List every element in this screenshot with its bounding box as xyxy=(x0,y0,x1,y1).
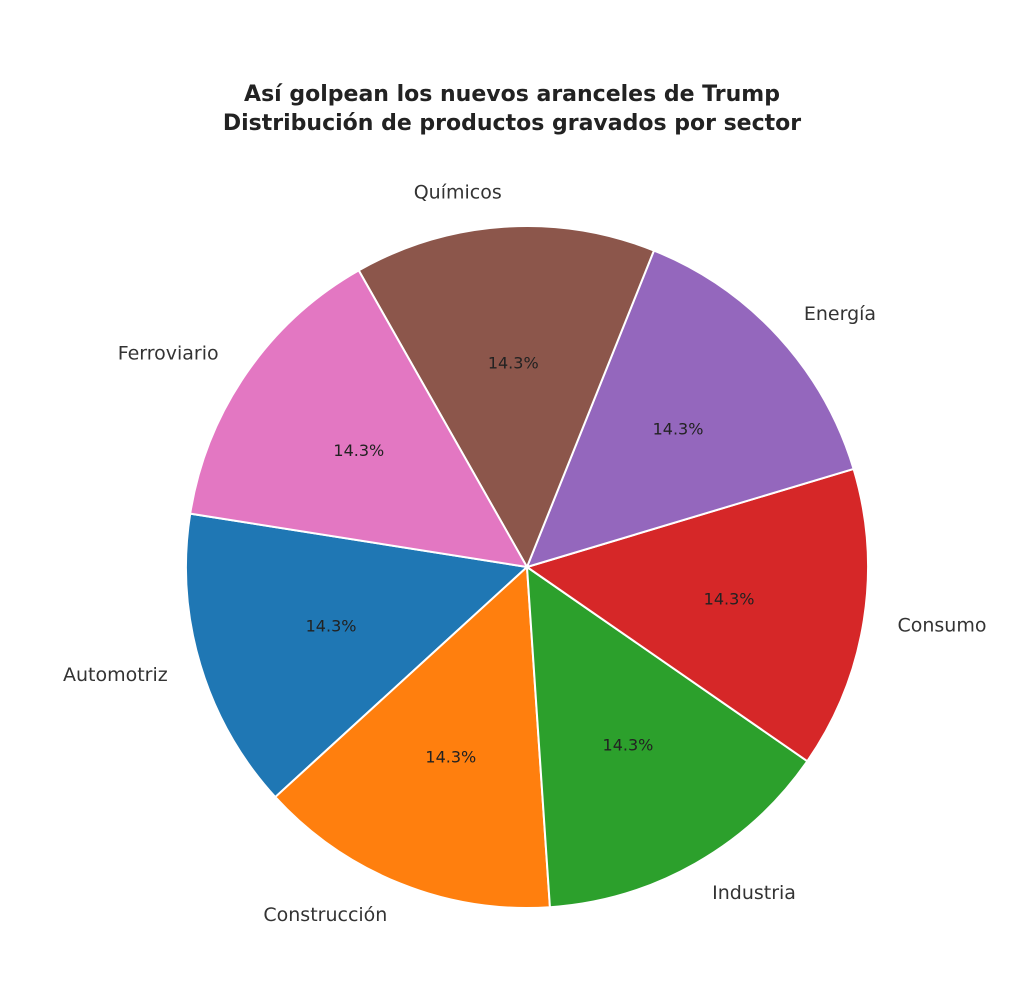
pie-slice-ferroviario xyxy=(189,269,529,569)
slice-category-label: Construcción xyxy=(263,904,387,926)
slice-percent-label: 14.3% xyxy=(425,747,476,766)
slice-category-label: Consumo xyxy=(897,615,986,637)
slice-category-label: Ferroviario xyxy=(118,342,219,364)
slice-category-label: Automotriz xyxy=(63,664,168,686)
slice-category-label: Industria xyxy=(712,882,796,904)
pie-slice-construcción xyxy=(273,564,552,909)
slice-percent-label: 14.3% xyxy=(603,735,654,754)
chart-title: Así golpean los nuevos aranceles de Trum… xyxy=(244,82,780,107)
chart-subtitle: Distribución de productos gravados por s… xyxy=(222,111,802,136)
slice-percent-label: 14.3% xyxy=(333,441,384,460)
slice-percent-label: 14.3% xyxy=(488,353,539,372)
slice-percent-label: 14.3% xyxy=(653,419,704,438)
slice-category-label: Energía xyxy=(804,303,876,325)
slice-category-label: Químicos xyxy=(414,182,502,204)
pie-slice-industria xyxy=(525,564,809,909)
pie-slice-automotriz xyxy=(185,512,530,799)
pie-slice-energía xyxy=(525,249,855,569)
slice-percent-label: 14.3% xyxy=(704,590,755,609)
slice-percent-label: 14.3% xyxy=(306,616,357,635)
pie-slice-químicos xyxy=(357,225,656,570)
